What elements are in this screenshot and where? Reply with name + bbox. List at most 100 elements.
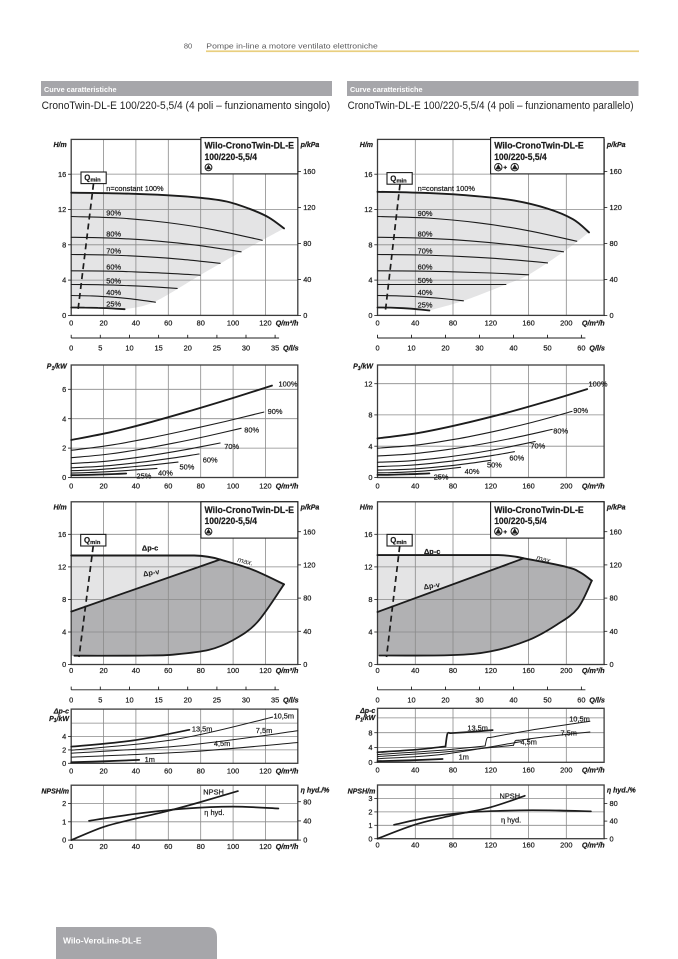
- svg-text:80: 80: [449, 766, 457, 775]
- svg-text:P1/kW: P1/kW: [353, 364, 374, 372]
- svg-text:60%: 60%: [418, 263, 433, 272]
- svg-text:80: 80: [449, 841, 457, 850]
- svg-text:Wilo-CronoTwin-DL-E: Wilo-CronoTwin-DL-E: [205, 505, 295, 515]
- svg-text:Wilo-CronoTwin-DL-E: Wilo-CronoTwin-DL-E: [494, 141, 584, 151]
- svg-text:10: 10: [125, 696, 133, 705]
- svg-text:Q/l/s: Q/l/s: [283, 696, 299, 705]
- svg-text:12: 12: [364, 379, 372, 388]
- svg-text:100: 100: [227, 767, 239, 776]
- svg-text:Δp-c: Δp-c: [142, 544, 158, 553]
- svg-text:160: 160: [303, 527, 315, 536]
- svg-text:80: 80: [197, 482, 205, 491]
- svg-text:1m: 1m: [459, 753, 469, 762]
- svg-text:40: 40: [132, 319, 140, 328]
- svg-text:80%: 80%: [553, 427, 568, 436]
- svg-text:Δp-v: Δp-v: [423, 580, 441, 592]
- svg-text:80: 80: [303, 239, 311, 248]
- svg-text:100/220-5,5/4: 100/220-5,5/4: [494, 152, 547, 162]
- svg-text:3: 3: [368, 794, 372, 803]
- svg-text:4: 4: [368, 628, 372, 637]
- svg-text:Wilo-CronoTwin-DL-E: Wilo-CronoTwin-DL-E: [205, 141, 295, 151]
- svg-text:+: +: [503, 165, 507, 172]
- svg-text:p/kPa: p/kPa: [606, 142, 626, 149]
- svg-text:40: 40: [132, 666, 140, 675]
- svg-text:0: 0: [62, 759, 66, 768]
- svg-text:80: 80: [197, 842, 205, 851]
- svg-text:4: 4: [62, 628, 66, 637]
- svg-text:16: 16: [58, 530, 66, 539]
- svg-text:80: 80: [197, 666, 205, 675]
- svg-text:0: 0: [375, 696, 379, 705]
- svg-text:50: 50: [543, 696, 551, 705]
- svg-text:Wilo-VeroLine-DL-E: Wilo-VeroLine-DL-E: [63, 937, 142, 946]
- svg-text:100/220-5,5/4: 100/220-5,5/4: [205, 152, 258, 162]
- svg-text:p/kPa: p/kPa: [606, 504, 626, 511]
- svg-text:60: 60: [164, 767, 172, 776]
- svg-text:40%: 40%: [158, 469, 173, 478]
- svg-text:100: 100: [227, 666, 239, 675]
- svg-text:15: 15: [154, 344, 162, 353]
- svg-text:80: 80: [449, 482, 457, 491]
- svg-text:120: 120: [259, 767, 271, 776]
- svg-text:12: 12: [364, 563, 372, 572]
- svg-text:NPSH/m: NPSH/m: [348, 788, 376, 795]
- svg-text:Q/m³/h: Q/m³/h: [582, 841, 605, 850]
- svg-text:5: 5: [98, 696, 102, 705]
- svg-text:0: 0: [62, 311, 66, 320]
- svg-text:0: 0: [375, 482, 379, 491]
- svg-text:Δp-c: Δp-c: [424, 547, 440, 556]
- svg-text:η hyd.: η hyd.: [501, 816, 521, 825]
- svg-text:60: 60: [164, 319, 172, 328]
- svg-text:40: 40: [610, 275, 618, 284]
- svg-text:10,5m: 10,5m: [569, 715, 590, 724]
- svg-text:80: 80: [184, 42, 192, 51]
- svg-text:80: 80: [449, 319, 457, 328]
- svg-text:0: 0: [69, 842, 73, 851]
- svg-text:P1/kW: P1/kW: [49, 716, 70, 724]
- svg-text:35: 35: [271, 696, 279, 705]
- svg-text:40: 40: [132, 482, 140, 491]
- svg-text:20: 20: [99, 666, 107, 675]
- svg-text:70%: 70%: [106, 246, 121, 255]
- svg-text:H/m: H/m: [53, 142, 66, 149]
- svg-text:90%: 90%: [418, 209, 433, 218]
- svg-text:10: 10: [125, 344, 133, 353]
- svg-text:Δp-v: Δp-v: [142, 567, 160, 579]
- svg-text:50%: 50%: [180, 463, 195, 472]
- svg-text:200: 200: [560, 841, 572, 850]
- svg-text:60: 60: [164, 842, 172, 851]
- svg-text:70%: 70%: [530, 442, 545, 451]
- svg-text:0: 0: [303, 836, 307, 845]
- svg-text:Q/l/s: Q/l/s: [589, 696, 605, 705]
- svg-text:8: 8: [368, 595, 372, 604]
- svg-text:4: 4: [62, 276, 66, 285]
- svg-text:40%: 40%: [465, 467, 480, 476]
- svg-text:η hyd./%: η hyd./%: [607, 788, 637, 795]
- svg-text:160: 160: [610, 167, 622, 176]
- svg-text:20: 20: [99, 319, 107, 328]
- svg-text:60%: 60%: [509, 454, 524, 463]
- svg-text:Curve caratteristiche: Curve caratteristiche: [350, 85, 423, 94]
- svg-text:Qmin: Qmin: [390, 536, 407, 546]
- svg-text:25%: 25%: [418, 301, 433, 310]
- svg-text:160: 160: [522, 841, 534, 850]
- svg-text:20: 20: [99, 842, 107, 851]
- svg-text:100: 100: [227, 842, 239, 851]
- svg-text:80: 80: [303, 594, 311, 603]
- svg-text:160: 160: [522, 766, 534, 775]
- svg-text:120: 120: [485, 841, 497, 850]
- svg-text:40: 40: [610, 817, 618, 826]
- svg-text:60: 60: [577, 344, 585, 353]
- svg-text:12: 12: [58, 563, 66, 572]
- svg-text:CronoTwin-DL-E 100/220-5,5/4 (: CronoTwin-DL-E 100/220-5,5/4 (4 poli – f…: [348, 100, 634, 112]
- svg-text:100/220-5,5/4: 100/220-5,5/4: [494, 516, 547, 526]
- svg-text:60: 60: [164, 482, 172, 491]
- svg-text:30: 30: [242, 344, 250, 353]
- svg-text:90%: 90%: [106, 209, 121, 218]
- svg-text:8: 8: [62, 240, 66, 249]
- svg-text:70%: 70%: [418, 246, 433, 255]
- svg-text:η hyd.: η hyd.: [204, 808, 224, 817]
- svg-text:0: 0: [303, 311, 307, 320]
- svg-text:120: 120: [485, 666, 497, 675]
- svg-text:Q/m³/h: Q/m³/h: [276, 767, 299, 776]
